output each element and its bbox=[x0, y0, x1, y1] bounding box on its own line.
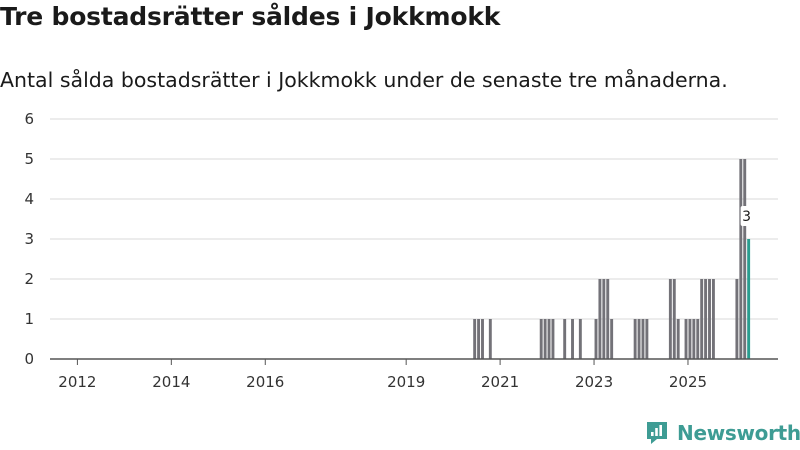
bar bbox=[539, 319, 543, 359]
bar bbox=[688, 319, 692, 359]
bar bbox=[543, 319, 547, 359]
bar bbox=[711, 279, 715, 359]
bar bbox=[708, 279, 711, 359]
bar-highlighted bbox=[747, 239, 751, 359]
bar-labels: 3 bbox=[740, 206, 753, 226]
bar bbox=[645, 319, 649, 359]
bar bbox=[551, 319, 555, 359]
bar bbox=[684, 319, 688, 359]
y-axis-ticks: 0 1 2 3 4 5 6 bbox=[24, 110, 34, 368]
y-tick-label: 5 bbox=[24, 150, 34, 168]
x-tick-label: 2016 bbox=[246, 373, 284, 391]
x-tick-label: 2025 bbox=[669, 373, 707, 391]
bar bbox=[704, 279, 708, 359]
bar bbox=[481, 319, 484, 359]
bar bbox=[610, 319, 614, 359]
chart-title: Tre bostadsrätter såldes i Jokkmokk bbox=[0, 2, 501, 31]
bar bbox=[668, 279, 672, 359]
bar bbox=[672, 279, 676, 359]
bar bbox=[700, 279, 704, 359]
bar-label-background bbox=[740, 206, 753, 226]
newsworthy-logo[interactable]: Newsworthy bbox=[645, 420, 800, 446]
x-axis-ticks: 2012 2014 2016 2019 2021 2023 2025 bbox=[58, 359, 707, 391]
grid-lines bbox=[50, 118, 778, 320]
y-tick-label: 4 bbox=[24, 190, 34, 208]
bar bbox=[739, 159, 743, 359]
bar bbox=[633, 319, 637, 359]
bar bbox=[637, 319, 641, 359]
bars bbox=[473, 159, 751, 359]
y-tick-label: 6 bbox=[24, 110, 34, 128]
bar bbox=[598, 279, 602, 359]
x-tick-label: 2023 bbox=[575, 373, 613, 391]
newsworthy-logo-icon bbox=[647, 422, 667, 444]
bar bbox=[641, 319, 645, 359]
y-tick-label: 2 bbox=[24, 270, 34, 288]
y-tick-label: 0 bbox=[24, 350, 34, 368]
y-tick-label: 1 bbox=[24, 310, 34, 328]
bar bbox=[735, 279, 739, 359]
bar bbox=[594, 319, 598, 359]
bar bbox=[477, 319, 481, 359]
x-tick-label: 2012 bbox=[58, 373, 96, 391]
chart-subtitle: Antal sålda bostadsrätter i Jokkmokk und… bbox=[0, 68, 728, 92]
bar bbox=[606, 279, 610, 359]
bar bbox=[578, 319, 582, 359]
bar bbox=[692, 319, 696, 359]
bar bbox=[602, 279, 606, 359]
bar bbox=[488, 319, 492, 359]
bar bbox=[696, 319, 700, 359]
bar bbox=[563, 319, 567, 359]
x-tick-label: 2019 bbox=[387, 373, 425, 391]
bar bbox=[473, 319, 477, 359]
x-tick-label: 2014 bbox=[152, 373, 190, 391]
brand-name: Newsworthy bbox=[677, 421, 800, 445]
bar bbox=[743, 159, 747, 359]
x-tick-label: 2021 bbox=[481, 373, 519, 391]
bar bbox=[547, 319, 551, 359]
bar bbox=[676, 319, 680, 359]
bar-value-label: 3 bbox=[742, 209, 751, 225]
bar bbox=[571, 319, 574, 359]
y-tick-label: 3 bbox=[24, 230, 34, 248]
